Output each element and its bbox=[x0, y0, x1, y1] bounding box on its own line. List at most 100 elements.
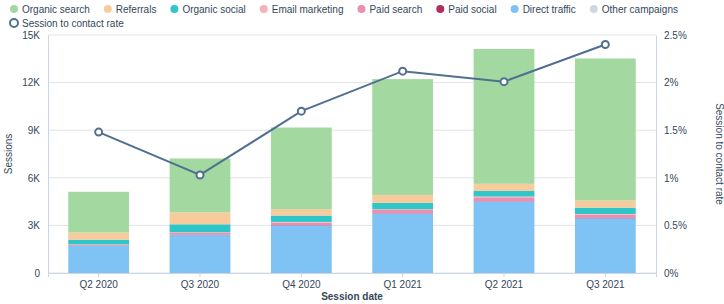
legend-symbol bbox=[10, 5, 18, 13]
line-marker bbox=[399, 68, 406, 75]
legend-item: Other campaigns bbox=[590, 4, 678, 15]
legend-symbol bbox=[590, 5, 598, 13]
legend-item: Paid social bbox=[436, 4, 496, 15]
tick: 1% bbox=[656, 173, 679, 184]
tick-mark bbox=[301, 273, 302, 277]
legend-symbol bbox=[170, 5, 178, 13]
tick: Q2 2021 bbox=[485, 273, 524, 290]
grid-line bbox=[48, 225, 656, 226]
axis-line bbox=[48, 36, 49, 274]
legend-label: Referrals bbox=[116, 4, 157, 15]
tick: 2% bbox=[656, 77, 679, 88]
tick-mark bbox=[402, 273, 403, 277]
tick: 0% bbox=[656, 268, 679, 279]
bar-series bbox=[68, 191, 635, 244]
line bbox=[99, 45, 606, 175]
tick-label: Q3 2020 bbox=[181, 279, 220, 290]
line-marker bbox=[298, 108, 305, 115]
bar bbox=[372, 195, 433, 203]
legend-label: Organic search bbox=[22, 4, 90, 15]
tick: Q1 2021 bbox=[383, 273, 422, 290]
bar-series bbox=[68, 202, 635, 273]
line-marker bbox=[602, 41, 609, 48]
tick-label: 3K bbox=[28, 220, 41, 231]
bar bbox=[575, 218, 636, 273]
legend-symbol bbox=[357, 5, 365, 13]
grid bbox=[48, 35, 656, 273]
bar bbox=[474, 184, 535, 191]
bar bbox=[271, 225, 332, 273]
bar bbox=[68, 192, 129, 233]
tick-mark bbox=[504, 273, 505, 277]
legend-symbol bbox=[104, 5, 112, 13]
bar bbox=[474, 202, 535, 273]
legend-symbol bbox=[10, 19, 18, 27]
axis: Q2 2020 Q3 2020 Q4 2020 Q1 2021 Q2 2021 Q3 20… bbox=[49, 273, 657, 290]
legend-label: Session to contact rate bbox=[22, 18, 124, 29]
bar bbox=[170, 212, 231, 224]
bar bbox=[575, 200, 636, 207]
tick: Q3 2020 bbox=[181, 273, 220, 290]
tick: Q2 2020 bbox=[79, 273, 118, 290]
bar bbox=[575, 58, 636, 200]
bar bbox=[474, 191, 535, 197]
legend-item: Organic social bbox=[170, 4, 245, 15]
tick: 0.5% bbox=[656, 220, 687, 231]
tick-label: Q4 2020 bbox=[282, 279, 321, 290]
legend-symbol bbox=[511, 5, 519, 13]
tick-label: Q2 2021 bbox=[485, 279, 524, 290]
legend-item: Referrals bbox=[104, 4, 157, 15]
plot-area bbox=[68, 41, 635, 273]
axis: 0% 0.5% 1% 1.5% 2% 2.5% bbox=[656, 30, 687, 279]
bar bbox=[271, 209, 332, 215]
tick-label: 1% bbox=[664, 173, 679, 184]
bar-series bbox=[68, 201, 635, 246]
tick-label: 12K bbox=[22, 77, 40, 88]
line-marker bbox=[197, 171, 204, 178]
legend-item: Paid search bbox=[357, 4, 422, 15]
tick: Q4 2020 bbox=[282, 273, 321, 290]
tick-label: 6K bbox=[28, 173, 41, 184]
tick-mark bbox=[98, 273, 99, 277]
legend-label: Direct traffic bbox=[523, 4, 576, 15]
bar-series bbox=[68, 184, 635, 240]
line-marker bbox=[95, 129, 102, 136]
grid-line bbox=[48, 130, 656, 131]
bar bbox=[68, 246, 129, 273]
tick-label: 2% bbox=[664, 77, 679, 88]
tick: 6K bbox=[28, 173, 48, 184]
bar bbox=[68, 245, 129, 246]
y2-axis-title: Session to contact rate bbox=[714, 103, 724, 205]
chart: 03K6K9K12K15K0%0.5%1%1.5%2%2.5%Q2 2020Q3… bbox=[0, 0, 724, 304]
legend: Organic searchReferralsOrganic socialEma… bbox=[10, 4, 678, 29]
tick: 9K bbox=[28, 125, 48, 136]
grid-line bbox=[48, 82, 656, 83]
tick: 12K bbox=[22, 77, 48, 88]
axis: 03K6K9K12K15K bbox=[22, 30, 48, 279]
bar bbox=[170, 224, 231, 232]
bar-series bbox=[68, 49, 635, 233]
tick-label: 2.5% bbox=[664, 30, 687, 41]
bar bbox=[271, 128, 332, 210]
axis-line bbox=[656, 36, 657, 274]
bar bbox=[271, 223, 332, 225]
bar bbox=[575, 215, 636, 218]
legend-label: Other campaigns bbox=[602, 4, 678, 15]
bar bbox=[68, 233, 129, 240]
legend-item: Session to contact rate bbox=[10, 18, 124, 29]
grid-line bbox=[48, 35, 656, 36]
tick-label: Q1 2021 bbox=[383, 279, 422, 290]
bar-series bbox=[68, 197, 635, 245]
tick: 3K bbox=[28, 220, 48, 231]
tick-mark bbox=[200, 273, 201, 277]
tick: Q3 2021 bbox=[586, 273, 625, 290]
axis-line bbox=[49, 274, 657, 278]
bar bbox=[575, 208, 636, 214]
tick-label: 1.5% bbox=[664, 125, 687, 136]
tick: 2.5% bbox=[656, 30, 687, 41]
bar-series bbox=[68, 197, 635, 245]
bar bbox=[372, 203, 433, 209]
y-axis-title: Sessions bbox=[3, 134, 14, 175]
legend-label: Organic social bbox=[182, 4, 245, 15]
tick: 15K bbox=[22, 30, 48, 41]
